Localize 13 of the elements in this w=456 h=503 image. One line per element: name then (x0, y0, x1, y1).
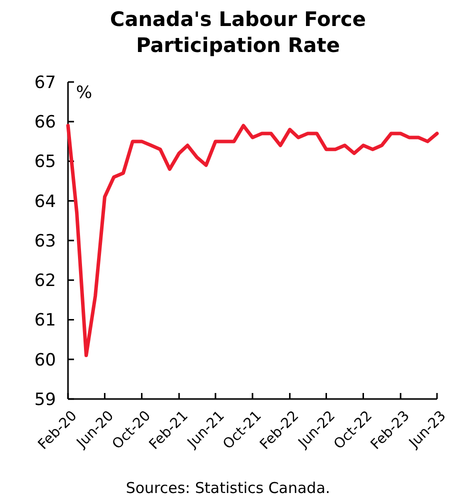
y-tick-label: 66 (34, 112, 56, 133)
line-series (66, 124, 439, 358)
y-tick-label: 65 (34, 152, 56, 172)
y-tick-label: 60 (34, 350, 56, 370)
y-tick-label: 64 (34, 192, 56, 212)
chart-title: Canada's Labour Force Participation Rate (110, 7, 366, 57)
y-tick-label: 61 (34, 310, 56, 331)
y-tick-label: 59 (34, 390, 56, 410)
source-note: Sources: Statistics Canada. (126, 479, 330, 497)
y-tick-label: 63 (34, 231, 56, 252)
y-axis-title: % (76, 83, 92, 103)
y-tick-label: 67 (34, 72, 56, 93)
y-tick-label: 62 (34, 271, 56, 292)
